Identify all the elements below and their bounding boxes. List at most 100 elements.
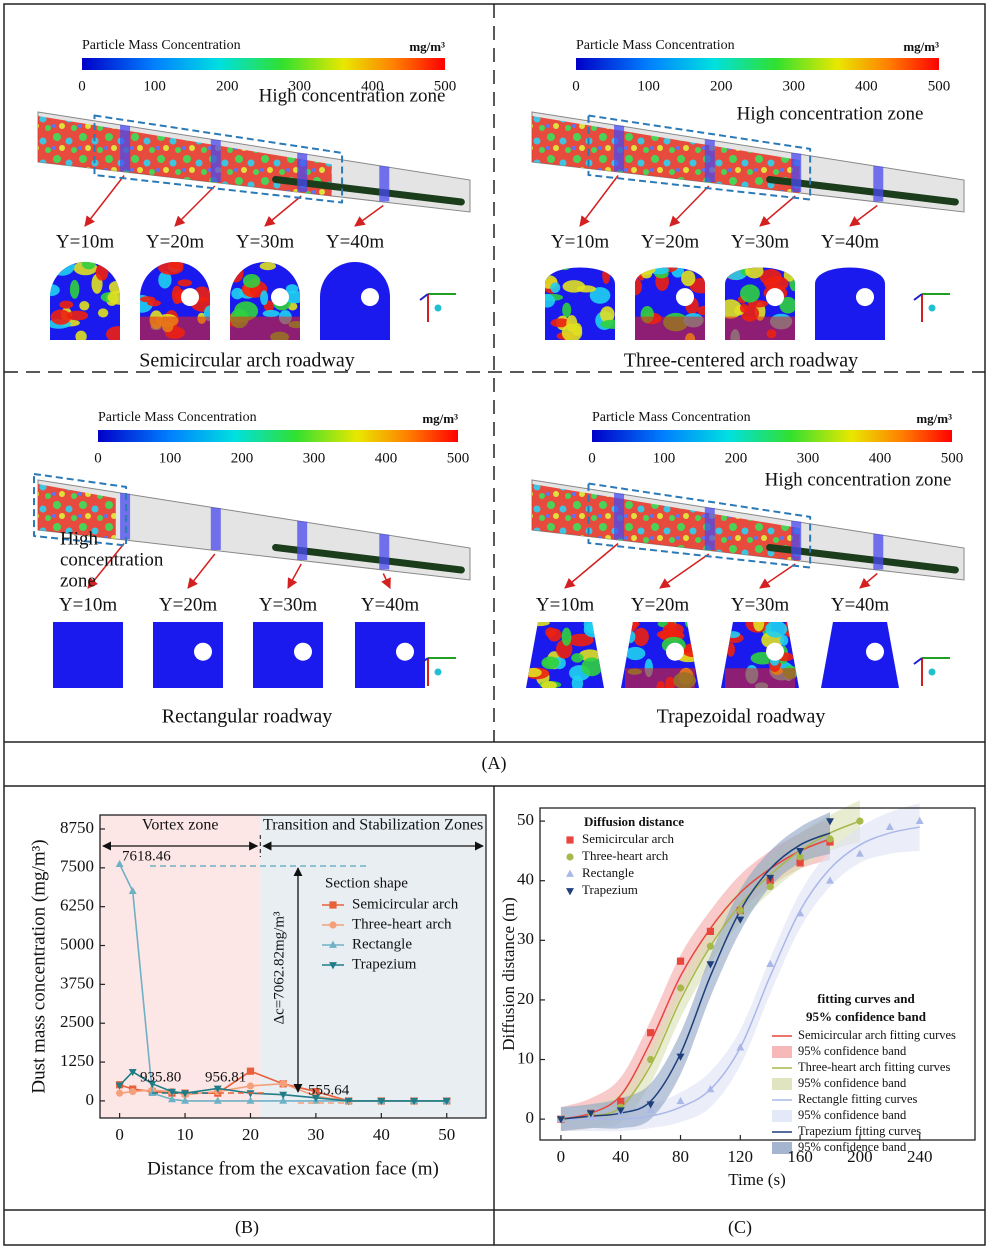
arrow: [659, 553, 710, 589]
section-label: Y=30m: [259, 594, 317, 615]
bottom-deposit: [140, 316, 210, 340]
legend-label: 95% confidence band: [798, 1140, 907, 1154]
plot-frame: [99, 814, 487, 1119]
axis-glyph: [928, 668, 936, 676]
data-point: [646, 1101, 655, 1109]
section-label: Y=10m: [551, 231, 609, 252]
colorbar: [592, 430, 952, 442]
zone-outline: [587, 482, 812, 569]
legend-title: Section shape: [325, 875, 408, 891]
x-tick-label: 20: [242, 1125, 259, 1144]
colorbar-tick-label: 100: [637, 78, 660, 94]
section-label: Y=10m: [536, 594, 594, 615]
concentration-blob: [779, 635, 789, 646]
concentration-blob: [545, 293, 556, 308]
x-tick-label: 30: [307, 1125, 324, 1144]
zone-label: zone: [60, 570, 96, 591]
duct-hole: [856, 288, 874, 307]
data-point: [706, 927, 715, 935]
concentration-blob: [282, 291, 300, 304]
zone-outline: [587, 114, 812, 201]
tunnel-slice: [791, 152, 802, 192]
data-point: [647, 1029, 655, 1037]
concentration-blob: [95, 263, 109, 281]
concentration-blob: [262, 309, 280, 318]
concentration-blob: [726, 642, 736, 657]
legend-marker: [329, 962, 337, 970]
concentration-blob: [50, 262, 75, 276]
arrow: [849, 204, 878, 227]
bottom-deposit: [625, 668, 695, 688]
x-tick-label: 200: [847, 1147, 873, 1166]
legend-label: Semicircular arch: [352, 896, 459, 912]
data-point: [676, 1096, 685, 1105]
caption: Semicircular arch roadway: [139, 350, 354, 372]
data-point: [246, 1067, 255, 1075]
cross-section: [815, 267, 885, 340]
panel-label: (B): [235, 1217, 259, 1238]
legend-label: Trapezium: [352, 956, 417, 972]
zone-outline: [33, 473, 128, 547]
arrow: [87, 543, 125, 589]
fit-curve: [560, 838, 831, 1120]
x-tick-label: 240: [907, 1147, 933, 1166]
data-point: [706, 1085, 715, 1093]
x-tick-label: 0: [115, 1125, 124, 1144]
data-point: [311, 1094, 320, 1103]
arrow: [174, 185, 216, 227]
data-point: [736, 1043, 745, 1051]
colorbar-tick-label: 200: [725, 450, 748, 466]
colorbar-unit: mg/m³: [422, 411, 458, 426]
y-tick-label: 7500: [60, 857, 94, 876]
x-tick-label: 160: [787, 1147, 813, 1166]
concentration-blob: [624, 630, 636, 644]
colorbar-tick-label: 300: [797, 450, 820, 466]
axis-glyph: [434, 304, 442, 312]
fit-curve: [560, 832, 831, 1120]
concentration-blob: [583, 622, 604, 638]
legend-marker: [329, 940, 337, 948]
colorbar-tick-label: 0: [94, 450, 102, 466]
tunnel-slice: [297, 520, 308, 560]
legend-label: Semicircular arch: [582, 831, 675, 846]
colorbar-tick-label: 500: [447, 450, 470, 466]
legend-label: Three-heart arch fitting curves: [798, 1060, 950, 1074]
concentration-blob: [542, 659, 554, 667]
duct-hole: [396, 642, 414, 661]
annotation: 555.64: [308, 1082, 350, 1098]
concentration-blob: [788, 267, 795, 270]
concentration-blob: [140, 262, 152, 273]
concentration-blob: [108, 280, 120, 294]
tunnel-slice: [614, 492, 625, 540]
concentration-blob: [106, 326, 120, 340]
colorbar-tick-label: 300: [783, 78, 806, 94]
arrow: [669, 185, 710, 227]
data-point: [646, 1105, 655, 1114]
concentration-blob: [562, 302, 572, 318]
concentration-blob: [242, 273, 261, 288]
tunnel-slice: [704, 507, 715, 550]
axis-glyph: [434, 668, 442, 676]
data-point: [246, 1090, 255, 1098]
data-point: [246, 1082, 255, 1090]
arrow: [381, 573, 391, 589]
arrow: [354, 204, 384, 227]
concentration-blob: [50, 283, 60, 297]
zone-outline: [93, 114, 344, 204]
quadrant: Particle Mass Concentration mg/m³ 0 100 200 3…: [33, 410, 471, 728]
concentration-blob: [541, 681, 558, 688]
data-point: [128, 886, 137, 895]
tunnel-slice: [704, 139, 715, 182]
colorbar-unit: mg/m³: [409, 39, 445, 54]
data-point: [377, 1098, 386, 1106]
tunnel-slice: [379, 533, 390, 570]
colorbar-title: Particle Mass Concentration: [576, 38, 735, 53]
zone-label: High: [60, 528, 99, 549]
concentration-blob: [285, 284, 299, 294]
concentration-blob: [259, 262, 276, 271]
colorbar-tick-label: 100: [143, 78, 166, 94]
duct-hole: [294, 642, 312, 661]
data-point: [442, 1098, 451, 1106]
concentration-blob: [779, 296, 795, 314]
concentration-blob: [69, 279, 80, 299]
